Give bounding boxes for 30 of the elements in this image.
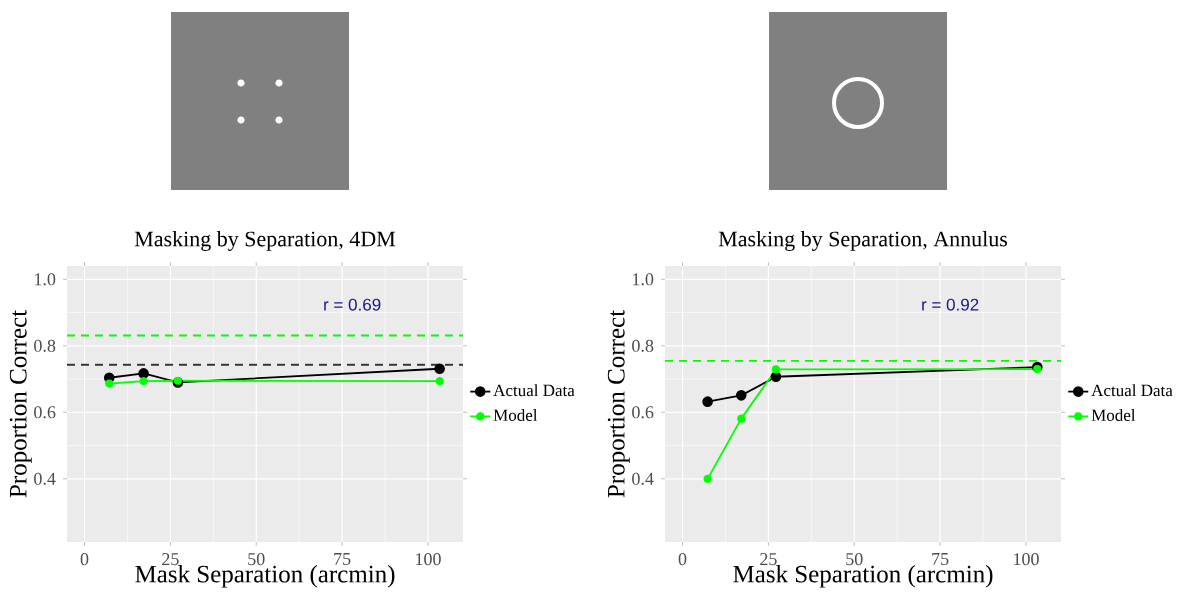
y-axis-title: Proportion Correct [607, 310, 630, 498]
y-tick-label: 0.8 [34, 339, 56, 352]
y-tick-label: 0.8 [632, 339, 654, 352]
x-axis-title: Mask Separation (arcmin) [135, 564, 395, 588]
x-tick-label: 25 [760, 553, 777, 566]
x-tick-label: 100 [1014, 553, 1039, 566]
x-tick-label: 75 [932, 553, 949, 566]
legend-label: Model [1091, 409, 1136, 421]
annotation: r = 0.92 [922, 298, 979, 311]
y-tick-label: 0.6 [34, 406, 56, 419]
y-axis-title: Proportion Correct [9, 310, 32, 498]
x-tick-label: 0 [678, 553, 687, 566]
x-tick-label: 50 [846, 553, 863, 566]
legend-label: Model [493, 409, 538, 421]
y-tick-label: 0.4 [34, 472, 56, 485]
chart-title: Masking by Separation, 4DM [134, 230, 396, 251]
annotation: r = 0.69 [324, 298, 381, 311]
legend-label: Actual Data [493, 384, 575, 397]
x-tick-label: 25 [162, 553, 179, 566]
x-tick-label: 50 [248, 553, 265, 566]
y-tick-label: 1.0 [35, 273, 56, 286]
y-tick-label: 0.4 [632, 472, 654, 485]
chart-title: Masking by Separation, Annulus [718, 230, 1008, 251]
legend-label: Actual Data [1091, 384, 1173, 397]
x-axis-title: Mask Separation (arcmin) [733, 564, 993, 588]
y-tick-label: 0.6 [632, 406, 654, 419]
x-tick-label: 75 [334, 553, 351, 566]
y-tick-label: 1.0 [633, 273, 654, 286]
x-tick-label: 0 [80, 553, 89, 566]
x-tick-label: 100 [416, 553, 441, 566]
